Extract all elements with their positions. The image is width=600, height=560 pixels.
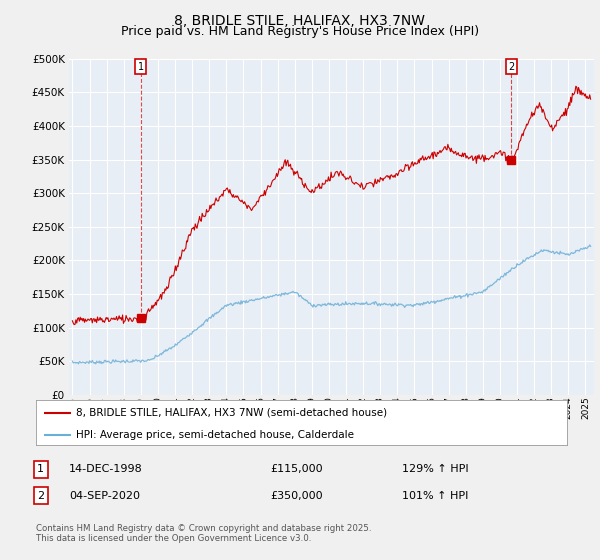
Text: 2: 2 — [37, 491, 44, 501]
Text: 8, BRIDLE STILE, HALIFAX, HX3 7NW (semi-detached house): 8, BRIDLE STILE, HALIFAX, HX3 7NW (semi-… — [76, 408, 387, 418]
Text: 14-DEC-1998: 14-DEC-1998 — [69, 464, 143, 474]
Text: Contains HM Land Registry data © Crown copyright and database right 2025.
This d: Contains HM Land Registry data © Crown c… — [36, 524, 371, 543]
Text: £115,000: £115,000 — [270, 464, 323, 474]
Text: 101% ↑ HPI: 101% ↑ HPI — [402, 491, 469, 501]
Text: HPI: Average price, semi-detached house, Calderdale: HPI: Average price, semi-detached house,… — [76, 430, 354, 440]
Text: 2: 2 — [508, 62, 515, 72]
Text: 129% ↑ HPI: 129% ↑ HPI — [402, 464, 469, 474]
Text: Price paid vs. HM Land Registry's House Price Index (HPI): Price paid vs. HM Land Registry's House … — [121, 25, 479, 38]
Text: 1: 1 — [138, 62, 144, 72]
Text: 1: 1 — [37, 464, 44, 474]
Text: 04-SEP-2020: 04-SEP-2020 — [69, 491, 140, 501]
Text: £350,000: £350,000 — [270, 491, 323, 501]
Text: 8, BRIDLE STILE, HALIFAX, HX3 7NW: 8, BRIDLE STILE, HALIFAX, HX3 7NW — [175, 14, 425, 28]
